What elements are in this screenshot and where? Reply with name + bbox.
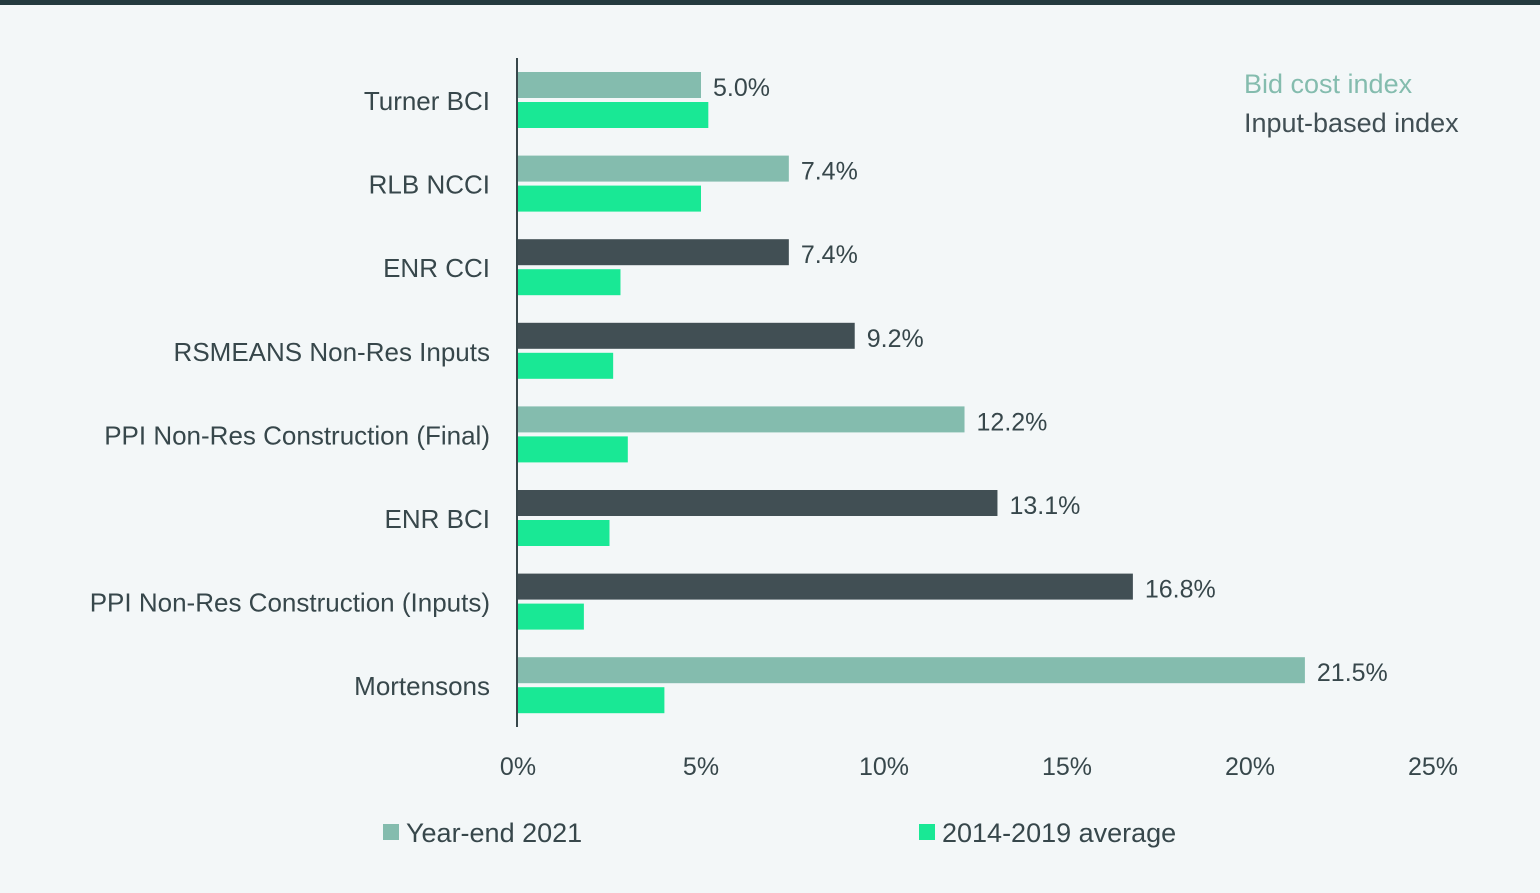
data-label: 12.2%: [977, 408, 1048, 436]
data-label: 7.4%: [801, 241, 858, 269]
legend-label-2014-2019-average: 2014-2019 average: [942, 818, 1176, 848]
legend-bid-cost-index: Bid cost index: [1244, 69, 1413, 99]
legend-swatch-year-end-2021: [383, 824, 399, 840]
category-label: Mortensons: [354, 671, 490, 701]
bar-2014-2019-average: [518, 687, 665, 714]
legend-input-based-index: Input-based index: [1244, 108, 1459, 138]
category-label: ENR BCI: [385, 504, 490, 534]
x-tick-label: 20%: [1225, 753, 1275, 781]
category-label: ENR CCI: [383, 253, 490, 283]
bar-year-end-2021: [518, 406, 965, 433]
bar-year-end-2021: [518, 657, 1305, 684]
data-label: 5.0%: [713, 74, 770, 102]
x-tick-label: 0%: [500, 753, 536, 781]
x-tick-label: 10%: [859, 753, 909, 781]
top-border: [0, 0, 1540, 5]
bar-year-end-2021: [518, 155, 789, 182]
bar-2014-2019-average: [518, 269, 621, 296]
bar-year-end-2021: [518, 322, 855, 349]
bar-2014-2019-average: [518, 520, 610, 546]
bar-year-end-2021: [518, 72, 701, 98]
legend-swatch-2014-2019-average: [919, 824, 935, 840]
category-label: PPI Non-Res Construction (Final): [104, 420, 490, 450]
x-tick-label: 25%: [1408, 753, 1458, 781]
bar-year-end-2021: [518, 490, 998, 516]
x-tick-label: 15%: [1042, 753, 1092, 781]
x-tick-label: 5%: [683, 753, 719, 781]
category-label: RLB NCCI: [369, 170, 490, 200]
bar-year-end-2021: [518, 239, 789, 266]
bar-2014-2019-average: [518, 603, 584, 630]
legend-label-year-end-2021: Year-end 2021: [406, 818, 582, 848]
bar-2014-2019-average: [518, 436, 628, 463]
bar-2014-2019-average: [518, 352, 614, 379]
data-label: 9.2%: [867, 325, 924, 353]
category-label: Turner BCI: [364, 86, 490, 116]
bar-2014-2019-average: [518, 185, 701, 212]
bar-year-end-2021: [518, 573, 1133, 600]
category-label: RSMEANS Non-Res Inputs: [174, 337, 490, 367]
data-label: 21.5%: [1317, 659, 1388, 687]
data-label: 13.1%: [1009, 492, 1080, 520]
category-label: PPI Non-Res Construction (Inputs): [90, 588, 490, 618]
data-label: 7.4%: [801, 158, 858, 186]
data-label: 16.8%: [1145, 576, 1216, 604]
bar-2014-2019-average: [518, 102, 709, 128]
